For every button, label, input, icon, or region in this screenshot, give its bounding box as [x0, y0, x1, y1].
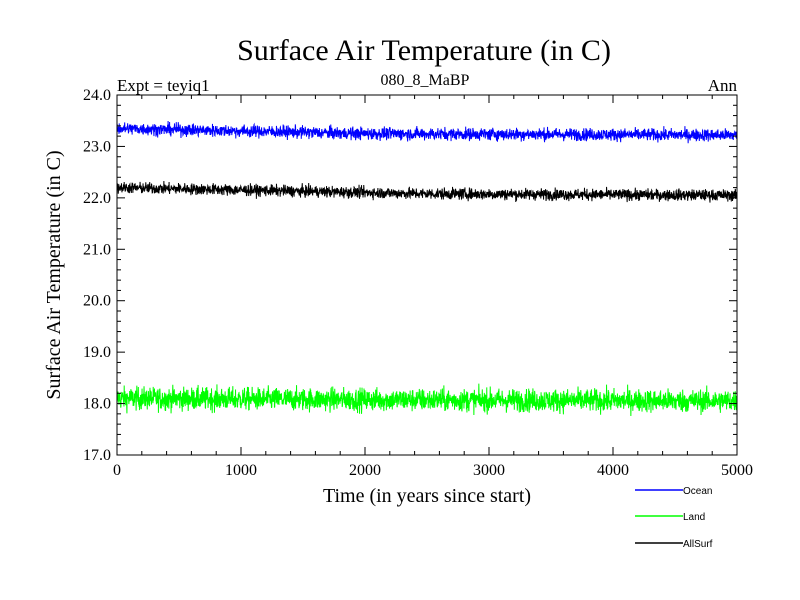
y-tick-label: 20.0: [83, 293, 111, 310]
x-tick-label: 2000: [349, 462, 381, 479]
series-layer: [117, 121, 737, 416]
x-tick-label: 0: [113, 462, 121, 479]
chart-subtitle: 080_8_MaBP: [381, 72, 470, 89]
y-tick-label: 21.0: [83, 241, 111, 258]
y-axis-label: Surface Air Temperature (in C): [43, 150, 65, 399]
series-line-land: [117, 383, 737, 416]
y-tick-label: 19.0: [83, 344, 111, 361]
legend-label-land: Land: [683, 512, 705, 523]
season-label: Ann: [708, 76, 738, 95]
y-tick-label: 22.0: [83, 190, 111, 207]
experiment-label: Expt = teyiq1: [117, 76, 210, 95]
x-tick-label: 4000: [597, 462, 629, 479]
y-axis: 17.0 18.0 19.0 20.0 21.0 22.0 23.0 24.0: [83, 87, 737, 464]
x-axis: 0 1000 2000 3000 4000 5000: [113, 95, 753, 479]
legend-label-allsurf: AllSurf: [683, 539, 713, 550]
y-tick-label: 17.0: [83, 447, 111, 464]
plot-frame: [116, 94, 738, 456]
y-tick-label: 23.0: [83, 138, 111, 155]
x-tick-label: 3000: [473, 462, 505, 479]
chart-title: Surface Air Temperature (in C): [237, 34, 611, 67]
y-tick-label: 18.0: [83, 396, 111, 413]
series-line-ocean: [117, 121, 737, 144]
series-line-allsurf: [117, 181, 737, 203]
y-tick-label: 24.0: [83, 87, 111, 104]
x-axis-label: Time (in years since start): [323, 485, 531, 507]
x-tick-label: 5000: [721, 462, 753, 479]
legend: Ocean Land AllSurf: [635, 486, 713, 550]
x-tick-label: 1000: [225, 462, 257, 479]
legend-label-ocean: Ocean: [683, 486, 712, 497]
